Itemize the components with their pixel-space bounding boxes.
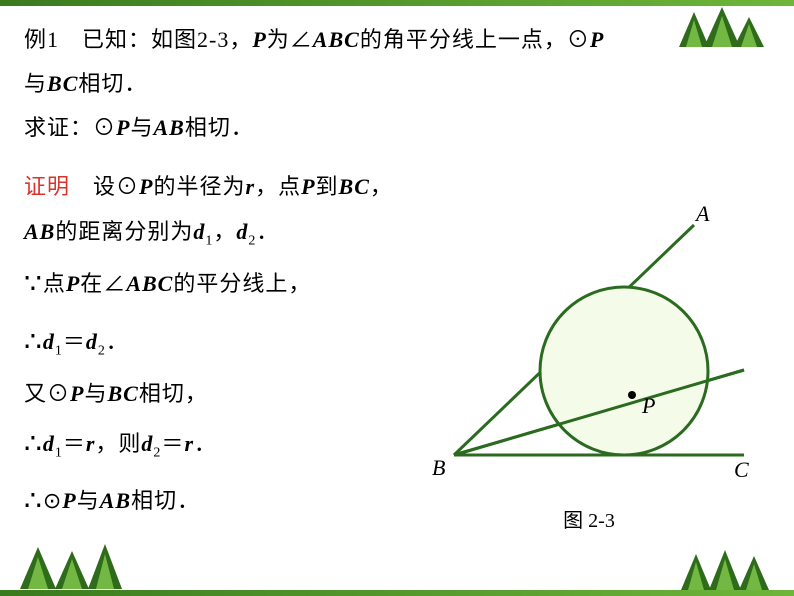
text: 设⊙ <box>70 174 139 199</box>
var-d: d <box>236 219 248 244</box>
therefore-icon: ∴ <box>24 429 43 460</box>
var-BC: BC <box>107 381 138 406</box>
text: ＝ <box>63 431 86 456</box>
because-icon: ∵ <box>24 269 43 300</box>
var-ABC: ABC <box>126 271 173 296</box>
text: 点 <box>43 271 66 296</box>
problem-line-3: 求证：⊙P与AB相切． <box>24 106 770 150</box>
text: 与 <box>24 71 47 96</box>
var-P: P <box>301 174 315 199</box>
problem-line-2: 与BC相切． <box>24 62 770 106</box>
var-P: P <box>66 271 80 296</box>
proof-line-6: ∴d1＝r，则d2＝r． <box>24 416 770 473</box>
text: 在∠ <box>80 271 126 296</box>
text: ，点 <box>255 174 301 199</box>
problem-line-1: 例1 已知：如图2-3，P为∠ABC的角平分线上一点，⊙P <box>24 18 770 62</box>
var-AB: AB <box>153 115 184 140</box>
text: 的距离分别为 <box>55 219 193 244</box>
text: ． <box>106 329 129 354</box>
var-r: r <box>246 174 256 199</box>
sub-1: 1 <box>55 445 63 460</box>
therefore-icon: ∴ <box>24 486 43 517</box>
var-d: d <box>141 431 153 456</box>
proof-line-3: ∵点P在∠ABC的平分线上， <box>24 256 770 313</box>
text: ⊙ <box>43 488 62 513</box>
sub-1: 1 <box>55 343 63 358</box>
var-P: P <box>62 488 76 513</box>
var-ABC: ABC <box>313 27 360 52</box>
proof-line-5: 又⊙P与BC相切， <box>24 371 770 416</box>
text: ，则 <box>95 431 141 456</box>
therefore-icon: ∴ <box>24 327 43 358</box>
text: 与 <box>77 488 100 513</box>
var-BC: BC <box>47 71 78 96</box>
text: 例1 已知：如图2-3， <box>24 27 252 52</box>
proof-line-7: ∴⊙P与AB相切． <box>24 473 770 530</box>
var-P: P <box>252 27 266 52</box>
proof-label: 证明 <box>24 174 70 199</box>
text: ＝ <box>63 329 86 354</box>
text: 相切． <box>131 488 200 513</box>
tree-icon <box>664 2 774 52</box>
text: ． <box>256 219 279 244</box>
tree-icon <box>669 544 779 594</box>
var-r: r <box>86 431 96 456</box>
var-d: d <box>86 329 98 354</box>
var-d: d <box>43 329 55 354</box>
text: 的半径为 <box>153 174 245 199</box>
slide-content: 例1 已知：如图2-3，P为∠ABC的角平分线上一点，⊙P 与BC相切． 求证：… <box>0 0 794 549</box>
proof-line-1: 证明 设⊙P的半径为r，点P到BC， <box>24 164 770 209</box>
text: 与 <box>130 115 153 140</box>
var-AB: AB <box>100 488 131 513</box>
tree-icon <box>10 539 140 594</box>
text: 相切． <box>78 71 147 96</box>
text: ＝ <box>161 431 184 456</box>
var-P: P <box>70 381 84 406</box>
text: 相切， <box>139 381 208 406</box>
proof-block: 证明 设⊙P的半径为r，点P到BC， AB的距离分别为d1，d2． ∵点P在∠A… <box>24 164 770 531</box>
text: 到 <box>316 174 339 199</box>
text: ， <box>370 174 393 199</box>
proof-line-4: ∴d1＝d2． <box>24 314 770 371</box>
text: 与 <box>84 381 107 406</box>
var-d: d <box>43 431 55 456</box>
text: 为∠ <box>267 27 313 52</box>
text: 又⊙ <box>24 381 70 406</box>
text: 求证：⊙ <box>24 115 116 140</box>
text: ， <box>213 219 236 244</box>
var-P: P <box>116 115 130 140</box>
var-AB: AB <box>24 219 55 244</box>
text: ． <box>194 431 217 456</box>
text: 相切． <box>185 115 254 140</box>
var-P: P <box>139 174 153 199</box>
sub-2: 2 <box>98 343 106 358</box>
var-BC: BC <box>339 174 370 199</box>
text: 的角平分线上一点，⊙ <box>360 27 590 52</box>
var-r: r <box>184 431 194 456</box>
text: 的平分线上， <box>173 271 311 296</box>
var-d: d <box>193 219 205 244</box>
var-P: P <box>590 27 604 52</box>
proof-line-2: AB的距离分别为d1，d2． <box>24 209 770 256</box>
